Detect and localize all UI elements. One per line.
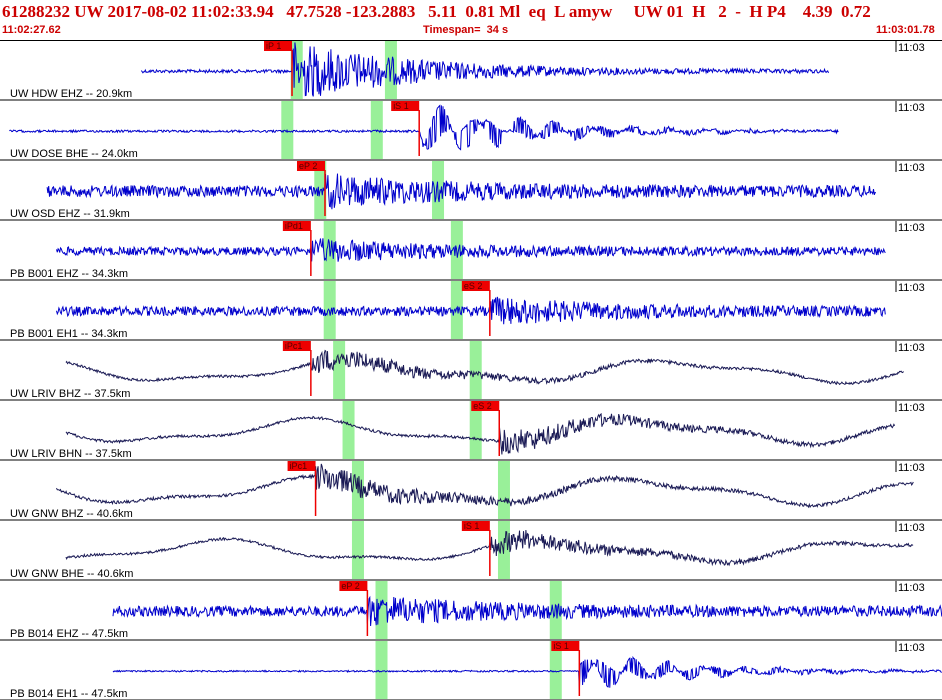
waveform [56, 296, 886, 325]
phase-pick-flag[interactable] [282, 221, 311, 231]
phase-pick-label: iPd1 [285, 221, 303, 231]
start-time-label: 11:02:27.62 [2, 24, 61, 36]
waveform [46, 173, 877, 210]
time-window-marker [375, 641, 388, 699]
time-tick-label: 11:03 [898, 42, 925, 54]
channel-label: UW LRIV BHN -- 37.5km [10, 448, 132, 460]
trace-row[interactable]: iPc1 UW LRIV BHZ -- 37.5km 11:03 [0, 341, 942, 401]
time-window-marker [469, 341, 482, 399]
channel-label: UW GNW BHZ -- 40.6km [10, 508, 133, 520]
phase-pick-label: iS 1 [393, 101, 409, 111]
time-tick-label: 11:03 [898, 342, 925, 354]
waveform [112, 595, 942, 627]
event-summary-line: 61288232 UW 2017-08-02 11:02:33.94 47.75… [2, 2, 871, 21]
phase-pick-label: iPc1 [290, 461, 308, 471]
time-tick-label: 11:03 [898, 282, 925, 294]
phase-pick-label: iP 1 [266, 41, 281, 51]
phase-pick-label: eS 2 [473, 401, 492, 411]
trace-row[interactable]: iS 1 PB B014 EH1 -- 47.5km 11:03 [0, 641, 942, 700]
waveform [112, 655, 942, 691]
seismogram-panel[interactable]: iP 1 UW HDW EHZ -- 20.9km 11:03 iS 1 UW DOSE… [0, 40, 942, 700]
trace-row[interactable]: iP 1 UW HDW EHZ -- 20.9km 11:03 [0, 41, 942, 101]
trace-row[interactable]: iS 1 UW GNW BHE -- 40.6km 11:03 [0, 521, 942, 581]
channel-label: UW OSD EHZ -- 31.9km [10, 208, 130, 220]
time-window-marker [375, 581, 388, 639]
phase-pick-label: iPc1 [285, 341, 303, 351]
phase-pick-flag[interactable] [391, 101, 420, 111]
phase-pick-label: iS 1 [464, 521, 480, 531]
time-window-marker [333, 341, 346, 399]
channel-label: PB B014 EHZ -- 47.5km [10, 628, 128, 640]
time-window-marker [342, 401, 355, 459]
waveform [65, 412, 896, 455]
time-window-marker [549, 641, 562, 699]
time-tick-label: 11:03 [898, 462, 925, 474]
channel-label: UW DOSE BHE -- 24.0km [10, 148, 138, 160]
end-time-label: 11:03:01.78 [876, 24, 935, 36]
trace-row[interactable]: iPc1 UW GNW BHZ -- 40.6km 11:03 [0, 461, 942, 521]
phase-pick-label: eP 2 [299, 161, 317, 171]
phase-pick-flag[interactable] [287, 461, 316, 471]
time-window-marker [323, 281, 336, 339]
phase-pick-flag[interactable] [461, 521, 490, 531]
time-window-marker [549, 581, 562, 639]
phase-pick-flag[interactable] [551, 641, 580, 651]
trace-row[interactable]: iS 1 UW DOSE BHE -- 24.0km 11:03 [0, 101, 942, 161]
channel-label: PB B001 EHZ -- 34.3km [10, 268, 128, 280]
waveform [140, 42, 829, 97]
channel-label: UW LRIV BHZ -- 37.5km [10, 388, 130, 400]
trace-row[interactable]: eP 2 PB B014 EHZ -- 47.5km 11:03 [0, 581, 942, 641]
time-tick-label: 11:03 [898, 102, 925, 114]
phase-pick-flag[interactable] [461, 281, 490, 291]
phase-pick-label: eS 2 [464, 281, 483, 291]
trace-row[interactable]: iPd1 PB B001 EHZ -- 34.3km 11:03 [0, 221, 942, 281]
channel-label: UW GNW BHE -- 40.6km [10, 568, 133, 580]
time-window-marker [370, 101, 383, 159]
time-tick-label: 11:03 [898, 522, 925, 534]
time-window-marker [497, 461, 510, 519]
phase-pick-flag[interactable] [264, 41, 293, 51]
trace-row[interactable]: eP 2 UW OSD EHZ -- 31.9km 11:03 [0, 161, 942, 221]
time-tick-label: 11:03 [898, 222, 925, 234]
time-tick-label: 11:03 [898, 402, 925, 414]
waveform [65, 349, 904, 386]
time-tick-label: 11:03 [898, 162, 925, 174]
timespan-label: Timespan= 34 s [423, 24, 509, 36]
phase-pick-flag[interactable] [339, 581, 368, 591]
waveform [56, 238, 886, 262]
event-header: 61288232 UW 2017-08-02 11:02:33.94 47.75… [0, 0, 942, 41]
time-tick-label: 11:03 [898, 582, 925, 594]
time-window-marker [450, 281, 463, 339]
channel-label: UW HDW EHZ -- 20.9km [10, 88, 132, 100]
time-window-marker [469, 401, 482, 459]
phase-pick-label: eP 2 [341, 581, 359, 591]
channel-label: PB B001 EH1 -- 34.3km [10, 328, 127, 340]
waveform [9, 104, 839, 151]
time-tick-label: 11:03 [898, 642, 925, 654]
trace-row[interactable]: eS 2 PB B001 EH1 -- 34.3km 11:03 [0, 281, 942, 341]
phase-pick-flag[interactable] [282, 341, 311, 351]
time-window-marker [351, 521, 364, 579]
phase-pick-label: iS 1 [553, 641, 569, 651]
phase-pick-flag[interactable] [296, 161, 325, 171]
channel-label: PB B014 EH1 -- 47.5km [10, 688, 127, 700]
waveform [56, 463, 914, 509]
trace-row[interactable]: eS 2 UW LRIV BHN -- 37.5km 11:03 [0, 401, 942, 461]
phase-pick-flag[interactable] [471, 401, 500, 411]
